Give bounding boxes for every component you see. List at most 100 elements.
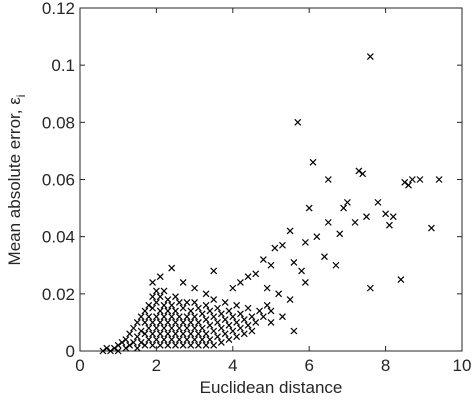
point — [416, 176, 424, 183]
point — [408, 176, 416, 183]
point — [168, 301, 176, 309]
point — [168, 313, 176, 321]
point — [145, 324, 153, 332]
point — [137, 339, 145, 346]
point — [179, 278, 187, 286]
point — [210, 327, 218, 335]
point — [279, 241, 286, 249]
point — [194, 304, 202, 312]
point — [202, 341, 210, 349]
point — [126, 330, 134, 338]
point — [237, 310, 244, 318]
point — [122, 344, 130, 352]
point — [103, 344, 111, 352]
point — [187, 330, 195, 338]
point — [164, 330, 172, 338]
point — [137, 313, 145, 321]
x-axis-label: Euclidean distance — [200, 378, 343, 397]
y-tick-label: 0.04 — [42, 228, 75, 247]
point — [233, 301, 241, 309]
point — [363, 213, 370, 221]
point — [286, 296, 294, 303]
point — [99, 347, 107, 355]
point — [141, 341, 149, 349]
point — [194, 330, 202, 338]
point — [172, 307, 179, 315]
point — [252, 318, 260, 326]
point — [160, 301, 168, 309]
x-tick-label: 8 — [381, 356, 390, 375]
point — [397, 276, 405, 283]
point — [389, 213, 397, 221]
point — [217, 324, 225, 332]
point — [168, 336, 176, 343]
point — [107, 347, 114, 355]
point — [175, 324, 183, 332]
point — [294, 118, 302, 126]
point — [152, 298, 160, 306]
point — [126, 341, 134, 349]
point — [114, 341, 122, 349]
point — [240, 316, 248, 323]
point — [183, 298, 191, 306]
point — [217, 310, 225, 318]
point — [172, 293, 179, 301]
x-tick-label: 0 — [75, 356, 84, 375]
point — [152, 336, 160, 343]
point — [194, 341, 202, 349]
y-tick-label: 0.1 — [51, 56, 75, 75]
point — [309, 158, 317, 166]
point — [137, 327, 145, 335]
point — [202, 301, 210, 309]
point — [374, 198, 382, 206]
point — [141, 330, 149, 338]
point — [118, 339, 126, 346]
point — [168, 264, 176, 272]
point — [206, 321, 214, 329]
point — [259, 256, 267, 263]
point — [187, 318, 195, 326]
point — [435, 176, 443, 183]
point — [133, 344, 141, 352]
point — [214, 318, 221, 326]
point — [351, 218, 359, 226]
x-tick-label: 6 — [304, 356, 313, 375]
point — [428, 224, 435, 232]
point — [149, 330, 157, 338]
point — [133, 318, 141, 326]
point — [183, 313, 191, 321]
point — [210, 341, 218, 349]
point — [275, 290, 283, 298]
plot-frame — [79, 7, 463, 352]
point — [259, 313, 267, 321]
point — [244, 304, 252, 312]
point — [332, 261, 340, 269]
point — [191, 313, 199, 321]
point — [179, 341, 187, 349]
point — [225, 336, 233, 343]
point — [221, 330, 229, 338]
point — [217, 339, 225, 346]
point — [382, 210, 390, 218]
point — [187, 307, 195, 315]
point — [164, 296, 172, 303]
point — [183, 336, 191, 343]
point — [202, 330, 210, 338]
point — [225, 321, 233, 329]
point — [321, 253, 328, 261]
point — [279, 313, 286, 321]
point — [290, 258, 298, 266]
point — [156, 330, 164, 338]
point — [156, 341, 164, 349]
point — [267, 318, 275, 326]
point — [179, 304, 187, 312]
point — [313, 233, 321, 241]
point — [229, 327, 237, 335]
point — [336, 230, 344, 238]
point — [160, 313, 168, 321]
point — [237, 324, 244, 332]
point — [194, 318, 202, 326]
point — [233, 333, 241, 341]
point — [164, 341, 172, 349]
